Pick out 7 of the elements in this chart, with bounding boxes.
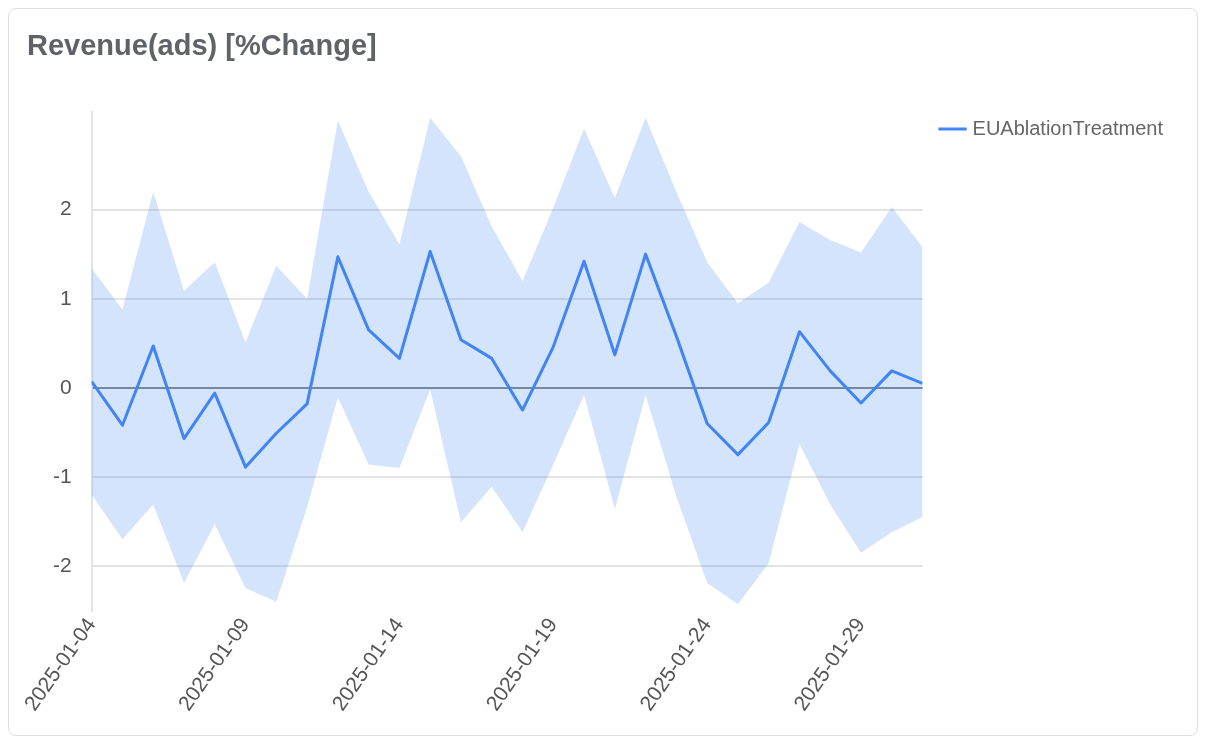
y-tick-label: -1 <box>52 463 72 487</box>
chart-title: Revenue(ads) [%Change] <box>27 29 377 62</box>
legend-label: EUAblationTreatment <box>972 116 1164 139</box>
y-tick-label: 1 <box>59 285 72 309</box>
y-tick-label: -2 <box>52 552 72 576</box>
y-tick-label: 0 <box>59 374 72 398</box>
y-tick-label: 2 <box>59 196 72 220</box>
